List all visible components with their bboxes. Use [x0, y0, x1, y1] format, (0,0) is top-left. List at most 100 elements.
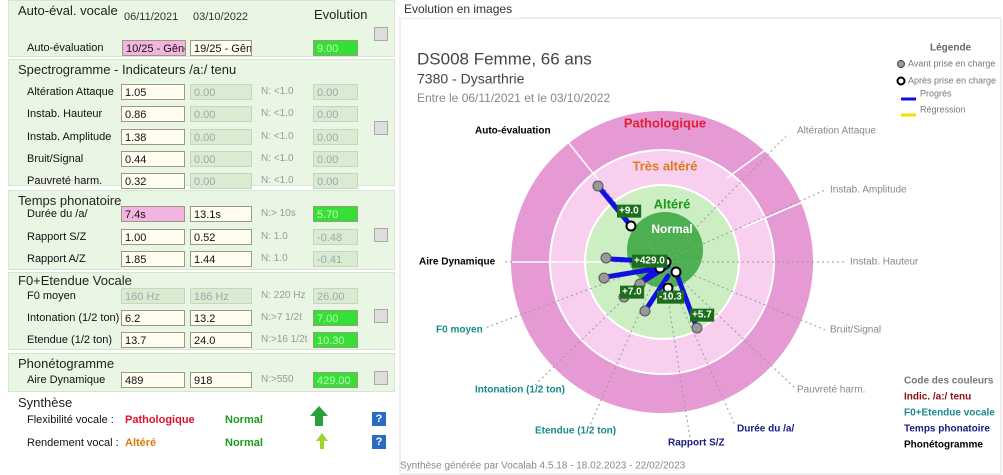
- field: 0.44: [121, 151, 185, 167]
- axis-label: Aire Dynamique: [419, 257, 496, 268]
- delta-box: [690, 308, 715, 322]
- section-icon: [374, 228, 388, 242]
- field: 489: [121, 372, 185, 388]
- field-label: Instab. Hauteur: [27, 108, 103, 120]
- norm-text: N: <1.0: [261, 108, 294, 119]
- norm-text: N: <1.0: [261, 131, 294, 142]
- norm-text: N:> 10s: [261, 208, 296, 219]
- norm-text: N: <1.0: [261, 86, 294, 97]
- zone-label: Altéré: [654, 196, 691, 211]
- section-title: Temps phonatoire: [18, 193, 122, 208]
- field: 918: [190, 372, 252, 388]
- zone-separators: [512, 131, 813, 263]
- field-label: F0 moyen: [27, 290, 76, 302]
- date-header: 06/11/2021: [124, 11, 179, 23]
- help-button[interactable]: ?: [372, 412, 386, 426]
- norm-text: N: <1.0: [261, 153, 294, 164]
- evolution-header: Evolution: [314, 7, 368, 22]
- field: 26.00: [313, 288, 358, 304]
- field: 1.38: [121, 129, 185, 145]
- synth-after: Normal: [225, 437, 263, 449]
- legend-icon: [897, 60, 905, 68]
- synth-label: Rendement vocal :: [27, 437, 119, 449]
- legend-item: Après prise en charge: [908, 75, 996, 85]
- field: 0.00: [190, 151, 252, 167]
- help-button[interactable]: ?: [372, 435, 386, 449]
- zone-label: Pathologique: [624, 115, 706, 130]
- color-code-item: F0+Etendue vocale: [904, 408, 995, 419]
- section-icon: [374, 370, 388, 385]
- norm-text: N: 1.0: [261, 231, 288, 242]
- field: 0.00: [313, 84, 358, 100]
- field: 0.00: [190, 173, 252, 189]
- field: 0.00: [190, 129, 252, 145]
- section-title: Synthèse: [18, 395, 73, 410]
- field: 0.00: [190, 106, 252, 122]
- delta-label: +429.0: [634, 256, 665, 267]
- field-label: Altération Attaque: [27, 86, 114, 98]
- field: 0.00: [190, 84, 252, 100]
- field-label: Rapport S/Z: [27, 231, 87, 243]
- delta-box: [632, 254, 668, 268]
- legend-title: Légende: [930, 43, 972, 54]
- field: 0.00: [313, 106, 358, 122]
- field: 13.1s: [190, 206, 252, 222]
- axis-label: Bruit/Signal: [830, 325, 881, 336]
- progress-arrow-stem: [320, 441, 324, 449]
- section-icon: [374, 309, 388, 323]
- progress-arrow: [316, 433, 328, 441]
- title-bg: [400, 2, 520, 18]
- field: 1.85: [121, 251, 185, 267]
- field: 0.00: [313, 173, 358, 189]
- field-label: Aire Dynamique: [27, 374, 106, 386]
- diagnosis: 7380 - Dysarthrie: [417, 71, 525, 87]
- field: 429.00: [313, 372, 358, 388]
- color-code-item: Indic. /a:/ tenu: [904, 392, 971, 403]
- field: 9.00: [313, 40, 358, 56]
- section-title: Auto-éval. vocale: [18, 3, 118, 18]
- synth-before: Pathologique: [125, 414, 195, 426]
- date-header: 03/10/2022: [193, 11, 249, 23]
- field-label: Bruit/Signal: [27, 153, 84, 165]
- color-code-title: Code des couleurs: [904, 376, 994, 387]
- field-label: Durée du /a/: [27, 208, 88, 220]
- legend-item: Avant prise en charge: [908, 58, 995, 68]
- field: 160 Hz: [121, 288, 185, 304]
- delta-label: +5.7: [692, 310, 712, 321]
- field: 5.70: [313, 206, 358, 222]
- field: 1.05: [121, 84, 185, 100]
- field: 7.4s: [121, 206, 185, 222]
- field: 6.2: [121, 310, 185, 326]
- field: 1.00: [121, 229, 185, 245]
- delta-label: +9.0: [619, 206, 639, 217]
- delta-box: [657, 290, 685, 304]
- field: 0.52: [190, 229, 252, 245]
- section-icon: [374, 26, 388, 41]
- legend-item: Régression: [920, 104, 966, 114]
- field: 0.86: [121, 106, 185, 122]
- field-label: Instab. Amplitude: [27, 131, 112, 143]
- left-panel: Auto-éval. vocale Auto-évaluation 10/25 - …: [0, 0, 398, 475]
- axis-label: F0 moyen: [436, 325, 483, 336]
- legend-item: Progrès: [920, 88, 952, 98]
- field: -0.48: [313, 229, 358, 245]
- norm-text: N:>16 1/2t: [261, 334, 308, 345]
- delta-label: -10.3: [659, 292, 682, 303]
- field: 0.00: [313, 129, 358, 145]
- axis-label: Intonation (1/2 ton): [475, 385, 565, 396]
- field: 186 Hz: [190, 288, 252, 304]
- section-title: F0+Etendue Vocale: [18, 273, 132, 288]
- field: 7.00: [313, 310, 358, 326]
- field: 13.7: [121, 332, 185, 348]
- field: 10.30: [313, 332, 358, 348]
- synth-label: Flexibilité vocale :: [27, 414, 114, 426]
- delta-label: +7.0: [622, 287, 642, 298]
- norm-text: N: 220 Hz: [261, 290, 306, 301]
- progress-arrow-stem: [315, 416, 323, 426]
- progress-arrow: [310, 406, 328, 416]
- field: 0.32: [121, 173, 185, 189]
- footer: Synthèse générée par Vocalab 4.5.18 - 18…: [400, 461, 686, 472]
- field-label: Rapport A/Z: [27, 253, 86, 265]
- field: 1.44: [190, 251, 252, 267]
